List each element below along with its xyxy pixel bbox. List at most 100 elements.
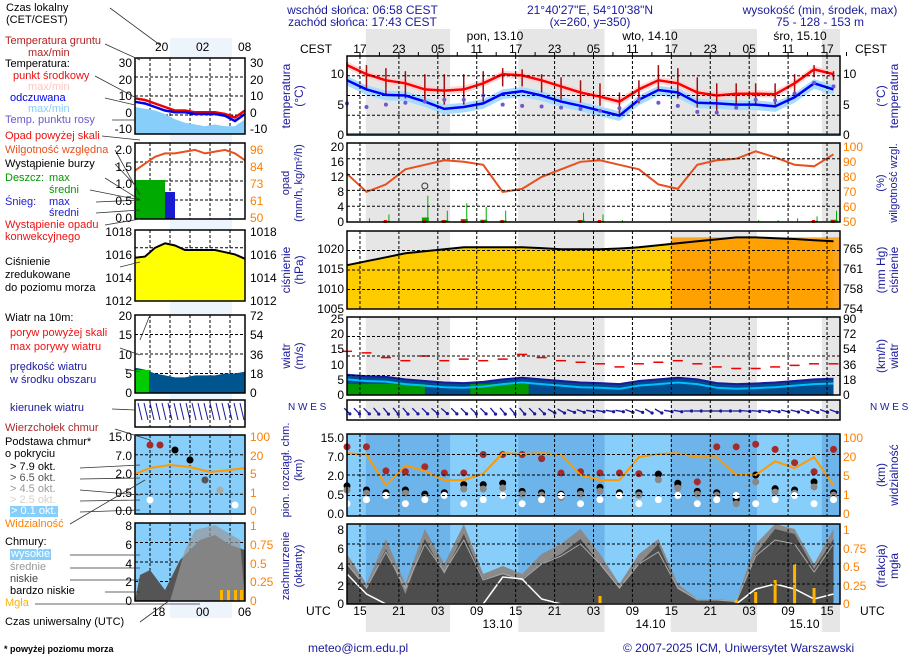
wind-arrow-head [396, 412, 400, 416]
pressure-hg-axis-label: 758 [843, 282, 864, 297]
legend-precip-axis: 0.0 [115, 211, 132, 225]
legend-leader-line [114, 428, 151, 441]
dew-point [422, 99, 427, 104]
legend-wind-arrow-icon [239, 402, 245, 421]
compass-icon: N W E S [870, 402, 909, 413]
temp-line [346, 63, 834, 103]
wind-axis-label: 25 [330, 312, 344, 326]
sunrise-text: wschód słońca: 06:58 CEST [287, 3, 438, 17]
legend-gust-over: poryw powyżej skali [10, 327, 108, 339]
fog-axis-label: 1 [843, 523, 850, 537]
legend-pressure-fill [135, 243, 245, 301]
fog-bar [773, 580, 777, 604]
cloud-base-axis-label: 0.5 [327, 488, 344, 502]
cloud-top-dot [771, 445, 779, 453]
local-time-tick: 23 [392, 42, 406, 56]
legend-wind-arrow-icon [203, 402, 209, 421]
fog-bar [598, 596, 602, 604]
side-temp-right: (°C) temperatura [874, 63, 901, 129]
legend-clouds-very-low: bardzo niskie [10, 585, 75, 597]
panel-border-base [346, 433, 841, 517]
legend-wind-arrow-icon [197, 402, 203, 421]
legend-wind-arrow-icon [161, 402, 167, 421]
night-band [365, 400, 451, 420]
legend-wind-arrow-icon [143, 402, 149, 421]
wind-arrow-head [602, 410, 606, 414]
dew-point [461, 97, 466, 102]
utc-time-tick: 03 [431, 604, 445, 618]
fog-bar [812, 588, 816, 604]
legend-wind-arrow-icon [215, 402, 221, 421]
legend-panel-border [134, 434, 246, 515]
legend-convective2: konwekcyjnego [5, 231, 81, 243]
dew-point [617, 106, 622, 111]
cloud-base-dot [674, 479, 682, 487]
email-link[interactable]: meteo@icm.edu.pl [308, 641, 409, 655]
night-band-bottom [518, 604, 605, 632]
dew-point [714, 110, 719, 115]
dew-point [831, 84, 836, 89]
legend-wind-axis: 10 [118, 347, 132, 362]
legend-leader-line [101, 135, 141, 141]
legend-wind-arrow-icon [149, 402, 155, 421]
visibility-axis-label: 0 [843, 507, 850, 521]
local-time-tick: 23 [547, 42, 562, 56]
cloud-base-dot-white [752, 500, 760, 508]
legend-humidity-axis: 61 [250, 194, 264, 208]
legend-temp-axis: 10 [118, 89, 132, 103]
legend-leader-line [89, 189, 141, 201]
legend-leader-line [111, 408, 136, 411]
cloud-base-dot [654, 470, 662, 478]
dew-point [597, 108, 602, 113]
panel-border-wind [346, 316, 841, 396]
wind-kmh-axis-label: 36 [843, 357, 857, 372]
legend-rain-avg: średni [49, 184, 79, 196]
legend-clouds-low: niskie [10, 573, 39, 585]
fog-axis-label: 0 [843, 597, 850, 611]
wind-arrow-head [386, 412, 391, 416]
legend-leader-line [114, 163, 136, 186]
legend-gust-max: max porywy wiatru [10, 341, 102, 353]
legend-wind10: Wiatr na 10m: [5, 312, 74, 324]
local-time-tick: 23 [703, 42, 717, 56]
legend-wind-arrow-icon [155, 402, 161, 421]
dew-point [636, 97, 641, 102]
legend-temp-axis-right: 10 [250, 89, 264, 103]
cloud-base-dot-white [362, 496, 370, 504]
legend-humidity-axis: 73 [250, 177, 264, 191]
legend-base-axis: 0.0 [115, 504, 132, 518]
wind-arrow-head [728, 409, 733, 413]
dew-point [500, 102, 505, 107]
legend-clouds-high: wysokie [10, 548, 52, 560]
legend-temperature: Temperatura: [5, 58, 70, 70]
cloud-base-dot-white [830, 496, 838, 504]
legend-utc-tick: 00 [196, 605, 210, 619]
legend-local-tick: 08 [238, 40, 252, 54]
feels-line [346, 79, 834, 117]
dew-point [792, 91, 797, 96]
cover-axis-label: 4 [337, 560, 344, 574]
legend-fog-bar [234, 590, 237, 601]
utc-time-tick: 21 [703, 604, 717, 618]
wind-arrow-head [542, 412, 547, 416]
legend-cloud-dot [201, 476, 209, 484]
legend-cloud-axis: 0 [125, 594, 132, 608]
wind-arrow-head [816, 410, 820, 414]
legend-wind-arrow-icon [173, 402, 179, 421]
legend-feels-maxmin: max/min [28, 103, 70, 115]
wind-arrow-head [738, 409, 742, 413]
wind-kmh-axis-label: 90 [843, 312, 857, 326]
legend-leader-line [79, 464, 141, 469]
wind-arrow-head [641, 410, 645, 414]
cloud-base-dot-gray [499, 484, 507, 492]
compass-icon: N W E S [288, 402, 327, 413]
legend-leader-line [79, 477, 141, 480]
legend-leader-line [139, 314, 151, 341]
fog-axis-label: 0.75 [843, 541, 867, 556]
cloud-base-dot-gray [479, 485, 487, 493]
cloud-base-axis-label: 15.0 [320, 431, 344, 445]
tz-right: CEST [855, 42, 888, 56]
legend-cloud-dot [216, 486, 224, 494]
legend-wind-axis: 0 [125, 386, 132, 400]
legend-wind-fill [135, 367, 245, 393]
